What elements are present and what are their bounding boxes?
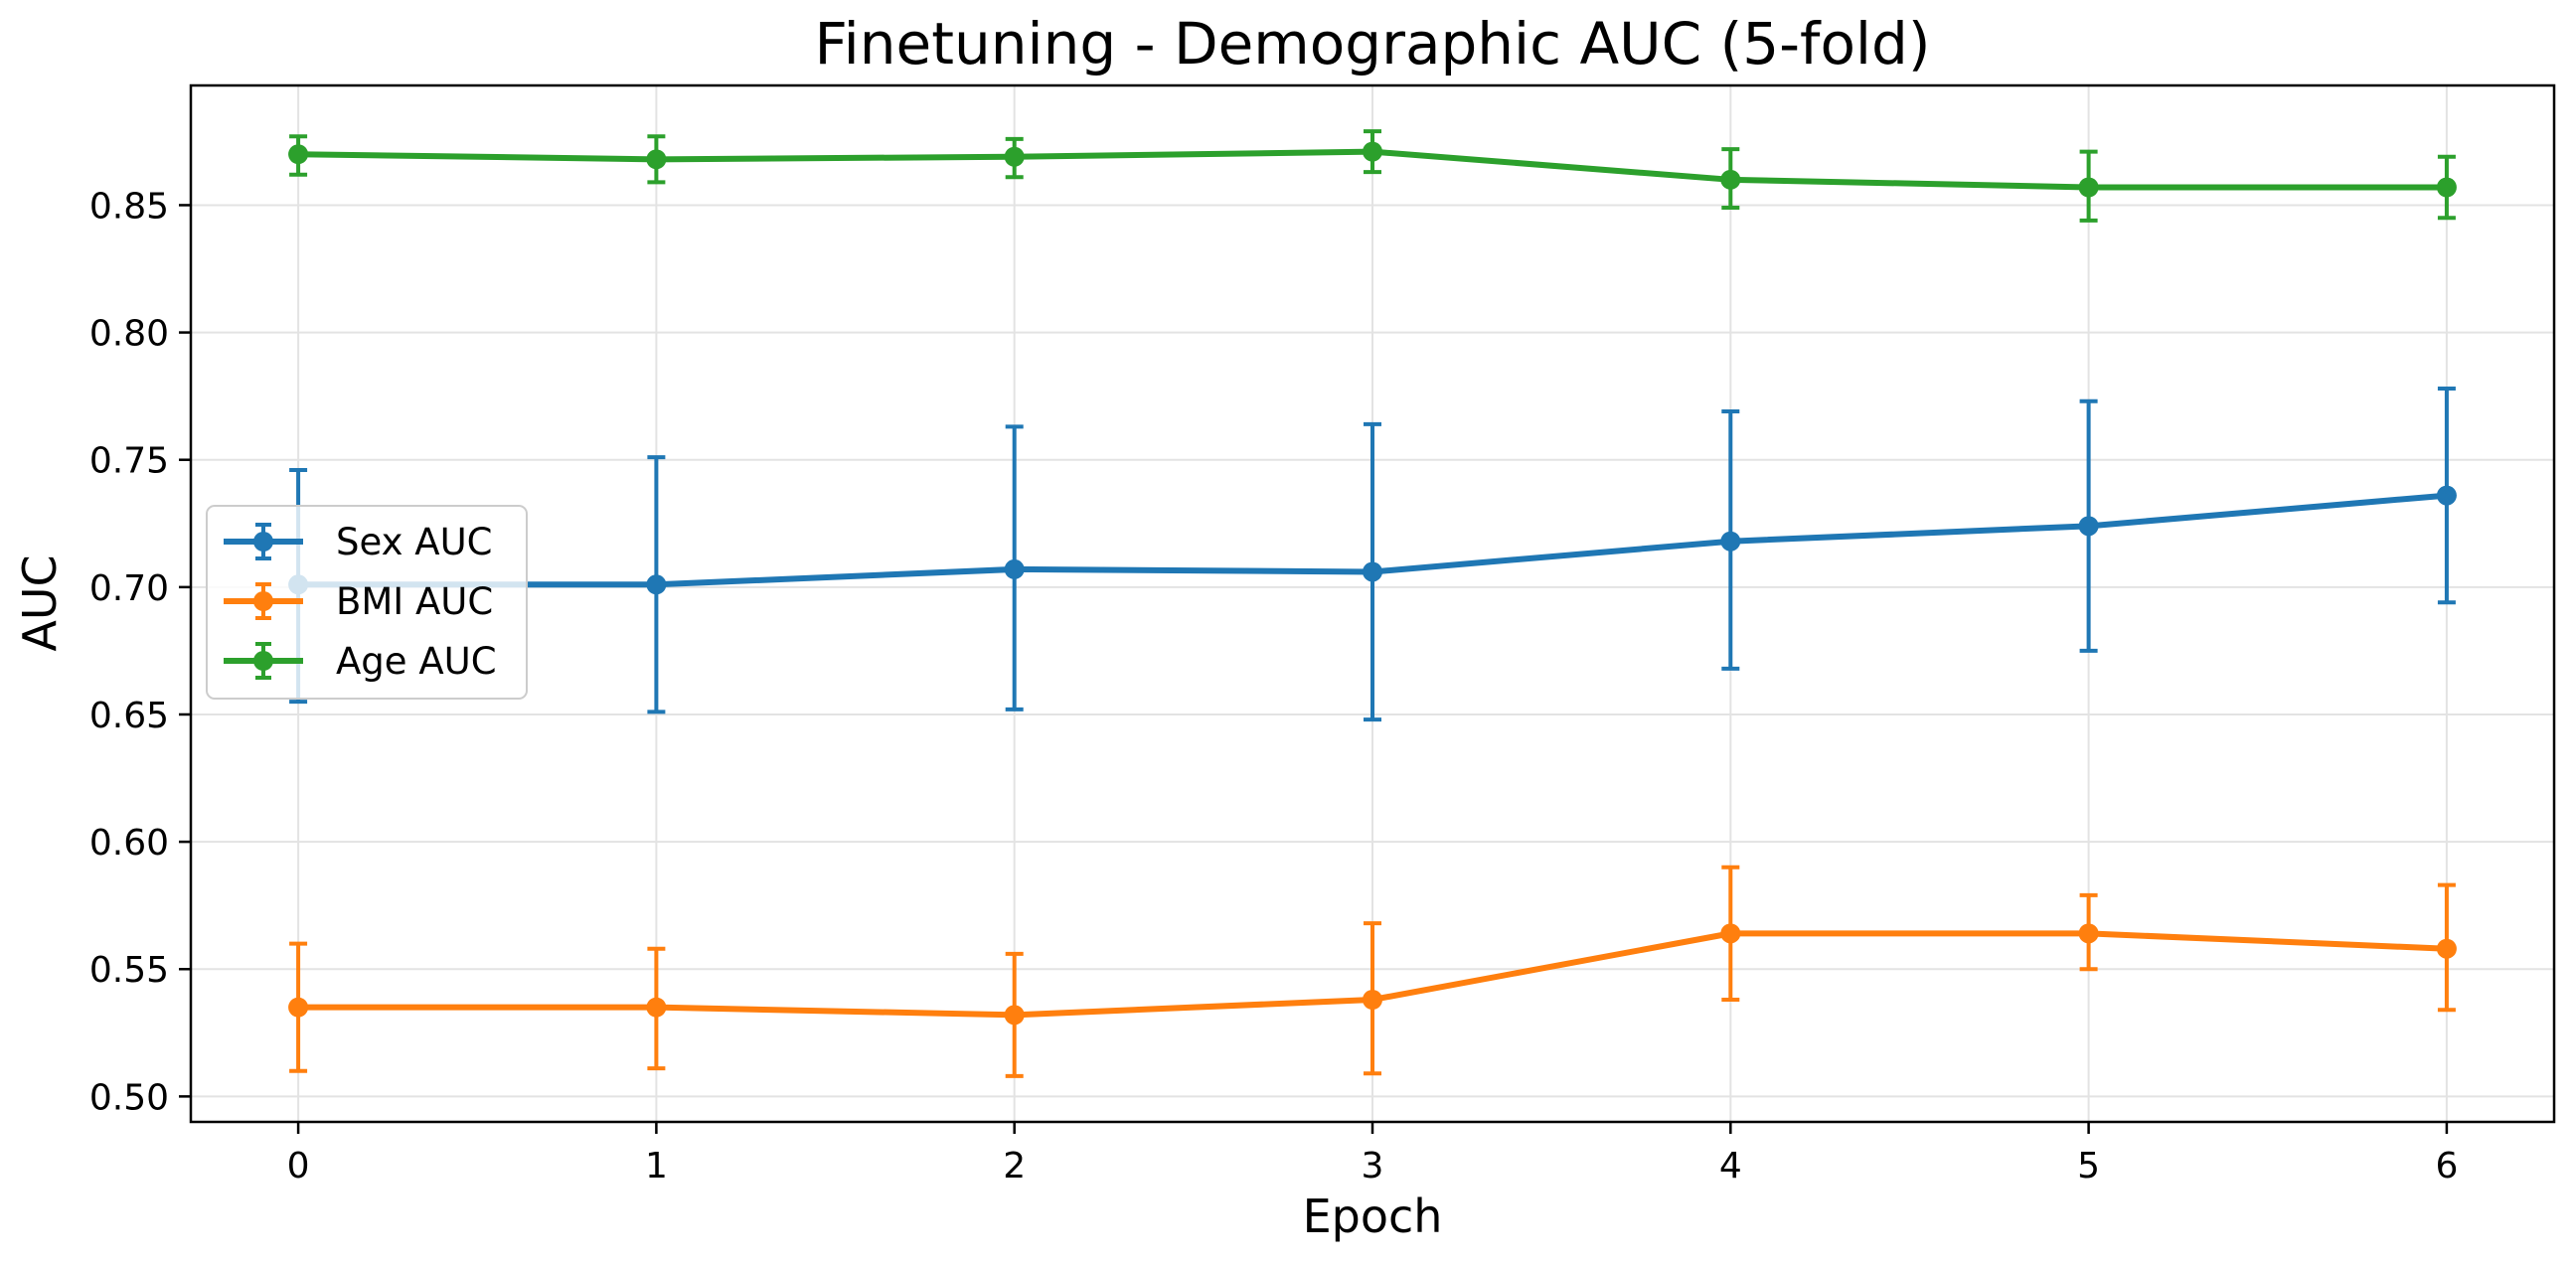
data-point (646, 997, 667, 1018)
y-tick-label: 0.50 (89, 1077, 169, 1118)
legend-item: BMI AUC (224, 580, 493, 623)
data-point (2436, 177, 2457, 198)
x-tick-label: 1 (645, 1146, 668, 1186)
data-point (288, 144, 309, 165)
legend-box (206, 505, 528, 700)
y-tick-label: 0.80 (89, 314, 169, 355)
data-point (2436, 938, 2457, 959)
legend-item: Age AUC (224, 640, 497, 683)
data-point (1363, 141, 1382, 162)
data-point (1363, 561, 1382, 582)
legend-label: Sex AUC (336, 521, 493, 563)
x-tick-label: 2 (1003, 1146, 1026, 1186)
x-tick-label: 5 (2077, 1146, 2100, 1186)
data-point (1004, 558, 1025, 579)
data-point (1720, 923, 1741, 944)
legend-label: Age AUC (336, 640, 497, 683)
y-tick-label: 0.60 (89, 823, 169, 864)
series-layer (288, 129, 2457, 1078)
legend-swatch-marker (253, 591, 273, 611)
y-tick-label: 0.65 (89, 696, 169, 736)
series-bmi-auc (288, 865, 2457, 1078)
legend: Sex AUC BMI AUC Age AUC (206, 505, 528, 700)
y-tick-label: 0.75 (89, 441, 169, 482)
data-point (2436, 485, 2457, 506)
legend-swatch-marker (253, 532, 273, 552)
data-point (646, 574, 667, 595)
y-axis-label: AUC (13, 554, 67, 651)
data-point (1004, 146, 1025, 167)
axis-ticks: 0 1 2 3 4 5 6 0.50 0.55 0.60 0.65 0.70 0.75 0.80 0.85 (89, 186, 2459, 1186)
y-tick-label: 0.85 (89, 186, 169, 227)
x-tick-label: 3 (1362, 1146, 1384, 1186)
data-point (1363, 989, 1382, 1010)
data-point (1720, 169, 1741, 190)
data-point (1004, 1005, 1025, 1026)
y-tick-label: 0.70 (89, 568, 169, 609)
legend-swatch-marker (253, 651, 273, 671)
legend-label: BMI AUC (336, 580, 493, 623)
data-point (2078, 923, 2099, 944)
chart-title: Finetuning - Demographic AUC (5-fold) (815, 10, 1931, 78)
series-sex-auc (288, 386, 2457, 722)
x-tick-label: 4 (1719, 1146, 1742, 1186)
x-axis-label: Epoch (1303, 1189, 1443, 1243)
x-tick-label: 0 (287, 1146, 310, 1186)
y-tick-label: 0.55 (89, 950, 169, 991)
data-point (646, 149, 667, 170)
series-age-auc (288, 129, 2457, 223)
data-point (288, 997, 309, 1018)
data-point (1720, 531, 1741, 552)
data-point (2078, 516, 2099, 537)
x-tick-label: 6 (2435, 1146, 2458, 1186)
legend-item: Sex AUC (224, 521, 493, 563)
data-point (2078, 177, 2099, 198)
